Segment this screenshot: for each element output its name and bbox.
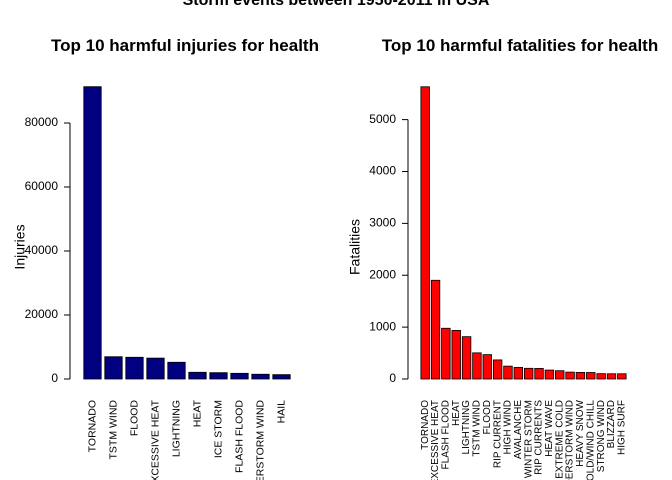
x-tick-label: FLASH FLOOD: [441, 400, 452, 469]
x-tick-label: RIP CURRENTS: [534, 400, 545, 475]
x-tick-label: HEAT: [451, 400, 462, 426]
bar: [420, 86, 430, 380]
bar: [104, 356, 123, 380]
bar: [441, 327, 451, 380]
panel-title: Top 10 harmful injuries for health: [51, 36, 319, 55]
x-tick-label: FLOOD: [128, 400, 140, 437]
bar: [482, 354, 492, 380]
y-tick-label: 1000: [369, 319, 396, 333]
x-tick-label: HEAT: [191, 399, 203, 427]
figure-title: Storm events between 1950-2011 in USA: [183, 0, 490, 9]
bar: [209, 372, 228, 380]
x-tick-label: FLASH FLOOD: [233, 400, 245, 473]
bar: [534, 368, 544, 380]
bar: [596, 373, 606, 380]
y-axis-label: Injuries: [11, 224, 27, 269]
y-tick-label: 20000: [25, 307, 59, 321]
x-tick-label: THUNDERSTORM WIND: [254, 400, 266, 480]
x-tick-label: STRONG WIND: [596, 400, 607, 472]
panel-title: Top 10 harmful fatalities for health: [382, 36, 658, 55]
y-tick-label: 80000: [25, 115, 59, 129]
y-tick-label: 60000: [25, 179, 59, 193]
bar: [513, 366, 524, 380]
bar: [606, 373, 617, 380]
x-tick-label: EXCESSIVE HEAT: [149, 399, 161, 480]
bar: [251, 373, 270, 380]
x-tick-label: TSTM WIND: [107, 400, 119, 460]
bar: [83, 86, 102, 380]
x-tick-label: TORNADO: [420, 400, 431, 450]
x-tick-label: TSTM WIND: [472, 400, 483, 457]
x-tick-label: AVALANCHE: [513, 400, 524, 459]
bar: [544, 369, 555, 380]
x-tick-label: TORNADO: [86, 400, 98, 452]
x-tick-label: WINTER STORM: [523, 400, 534, 478]
bar: [555, 370, 565, 380]
bar: [188, 371, 207, 380]
bar: [451, 329, 461, 380]
x-tick-label: HEAT WAVE: [544, 400, 555, 457]
x-tick-label: EXCESSIVE HEAT: [430, 400, 441, 480]
bar: [430, 279, 441, 380]
bar: [230, 372, 249, 380]
bar: [492, 359, 503, 380]
x-tick-label: EXTREME COLD: [554, 400, 565, 479]
bar: [565, 371, 575, 380]
x-tick-label: BLIZZARD: [606, 400, 617, 448]
bar: [617, 373, 627, 380]
bar: [146, 357, 165, 380]
bar: [472, 352, 482, 380]
x-tick-label: LIGHTNING: [461, 400, 472, 455]
bar: [272, 374, 291, 380]
bar: [586, 372, 596, 380]
y-tick-label: 2000: [369, 267, 396, 281]
x-tick-label: THUNDERSTORM WIND: [565, 400, 576, 480]
y-tick-label: 0: [389, 371, 396, 385]
y-axis-label: Fatalities: [346, 219, 362, 275]
panel: Top 10 harmful injuries for health Injuri…: [11, 36, 319, 480]
x-tick-label: LIGHTNING: [170, 400, 182, 457]
x-tick-label: HIGH SURF: [616, 400, 627, 455]
x-tick-label: HIGH WIND: [503, 400, 514, 454]
y-tick-label: 5000: [369, 112, 396, 126]
y-tick-label: 40000: [25, 243, 59, 257]
x-tick-label: ICE STORM: [212, 400, 224, 458]
y-tick-label: 4000: [369, 164, 396, 178]
y-tick-label: 3000: [369, 216, 396, 230]
y-tick-label: 0: [51, 371, 58, 385]
bar: [125, 356, 144, 380]
x-tick-label: EXTREME COLD/WIND CHILL: [585, 400, 596, 480]
x-tick-label: HAIL: [275, 400, 287, 424]
bar: [167, 361, 186, 380]
x-tick-label: FLOOD: [482, 400, 493, 434]
bar: [575, 372, 586, 380]
bar: [503, 365, 513, 380]
bar: [461, 336, 472, 380]
x-tick-label: RIP CURRENT: [492, 400, 503, 468]
panel: Top 10 harmful fatalities for health Fata…: [346, 36, 658, 480]
x-tick-label: HEAVY SNOW: [575, 399, 586, 466]
bar: [523, 367, 534, 380]
